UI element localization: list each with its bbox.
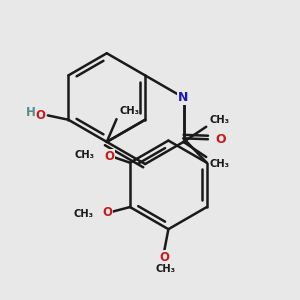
Text: CH₃: CH₃	[73, 208, 93, 218]
Text: CH₃: CH₃	[75, 150, 95, 160]
Text: O: O	[104, 150, 114, 163]
Text: O: O	[102, 206, 112, 219]
Text: O: O	[215, 133, 226, 146]
Text: O: O	[35, 109, 45, 122]
Text: CH₃: CH₃	[120, 106, 140, 116]
Text: CH₃: CH₃	[209, 115, 230, 125]
Text: H: H	[26, 106, 35, 119]
Text: CH₃: CH₃	[155, 264, 175, 274]
Text: N: N	[178, 91, 189, 104]
Text: CH₃: CH₃	[209, 159, 230, 169]
Text: O: O	[159, 251, 169, 264]
